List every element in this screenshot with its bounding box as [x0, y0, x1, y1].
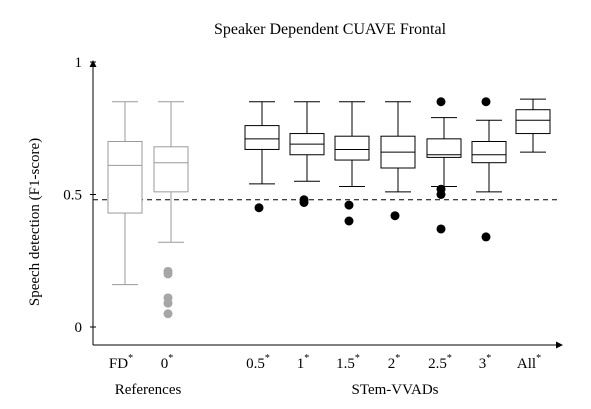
chart-title: Speaker Dependent CUAVE Frontal: [214, 21, 447, 38]
box-iqr: [153, 146, 189, 193]
category-label: All*: [517, 353, 541, 372]
axes: 00.51: [63, 55, 563, 349]
outlier-point: [436, 97, 446, 107]
x-axis-arrow: [556, 341, 563, 349]
box-iqr: [471, 141, 507, 164]
box-2.5: [426, 97, 462, 234]
category-label: 3*: [479, 353, 492, 372]
outlier-point: [390, 211, 400, 221]
box-3: [471, 97, 507, 242]
y-axis-label: Speech detection (F1-score): [27, 138, 43, 306]
category-label: FD*: [109, 353, 133, 372]
category-label: 0*: [161, 353, 174, 372]
y-tick-label: 0: [75, 320, 83, 336]
outlier-point: [163, 269, 173, 279]
category-label: 2.5*: [428, 353, 452, 372]
box-0.5: [244, 101, 280, 213]
box-iqr: [426, 138, 462, 158]
box-1: [289, 101, 325, 207]
group-label: References: [115, 382, 182, 398]
outlier-point: [344, 200, 354, 210]
box-iqr: [515, 109, 551, 135]
box-iqr: [334, 135, 370, 161]
category-label: 0.5*: [246, 353, 270, 372]
outlier-point: [481, 232, 491, 242]
x-axis-labels: FD* 0* 0.5* 1* 1.5* 2* 2.5* 3* All* References STe…: [109, 353, 541, 398]
group-label: STem-VVADs: [351, 382, 438, 398]
outlier-point: [436, 224, 446, 234]
outlier-point: [254, 203, 264, 213]
box-2: [380, 101, 416, 221]
outlier-point: [163, 309, 173, 319]
box-iqr: [244, 125, 280, 150]
box-FD: [107, 101, 143, 286]
category-label: 1.5*: [336, 353, 360, 372]
box-All: [515, 98, 551, 153]
box-0: [153, 101, 189, 319]
y-tick-label: 1: [75, 55, 83, 71]
category-label: 2*: [388, 353, 401, 372]
y-tick-label: 0.5: [63, 188, 82, 204]
outlier-point: [436, 190, 446, 199]
box-iqr: [107, 141, 143, 214]
outlier-point: [344, 216, 354, 226]
outlier-point: [163, 298, 173, 308]
chart-marks: [93, 97, 561, 319]
y-axis-arrow: [89, 60, 97, 67]
category-label: 1*: [297, 353, 310, 372]
outlier-point: [481, 97, 491, 107]
box-1.5: [334, 101, 370, 226]
outlier-point: [299, 197, 309, 207]
